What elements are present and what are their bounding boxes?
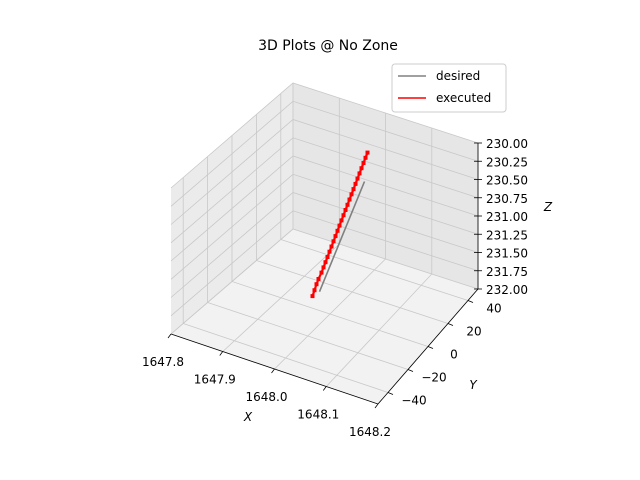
data-point-executed: [333, 234, 338, 239]
data-point-executed: [361, 161, 366, 165]
series-line-executed: [311, 152, 369, 297]
x-tick-label: 1647.9: [194, 373, 236, 387]
data-point-executed: [316, 277, 321, 281]
data-point-executed: [339, 218, 344, 223]
grid-line-z: [170, 100, 479, 207]
data-point-executed: [355, 176, 360, 181]
y-tick-mark: [387, 392, 394, 395]
z-axis-label: Z: [543, 200, 553, 214]
x-tick-mark: [271, 368, 275, 374]
z-tick-label: 230.75: [486, 192, 528, 206]
grid-line-z: [170, 155, 479, 262]
x-tick-label: 1648.1: [297, 408, 339, 422]
grid-line-z: [170, 228, 479, 335]
floor-pane: [171, 229, 478, 404]
y-tick-label: −40: [401, 394, 426, 408]
grid-line-z: [170, 82, 479, 189]
y-tick-label: −20: [421, 371, 446, 385]
grid-line-z: [170, 210, 479, 317]
y-tick-label: 20: [466, 325, 481, 339]
z-tick-label: 231.50: [486, 247, 528, 261]
data-point-executed: [345, 202, 350, 207]
data-point-executed: [365, 150, 370, 155]
y-tick-mark: [427, 346, 434, 349]
y-tick-mark: [447, 323, 454, 326]
grid-line-z: [170, 119, 479, 225]
data-point-executed: [325, 255, 330, 259]
data-point-executed: [347, 197, 352, 202]
data-point-executed: [363, 155, 368, 160]
data-point-executed: [314, 282, 319, 287]
y-tick-label: 40: [486, 302, 501, 316]
tick-labels: 1647.8 1647.9 1648.0 1648.1 1648.2 −40 −20 0 20 4…: [142, 137, 528, 439]
y-tick-label: 0: [450, 348, 458, 362]
data-point-executed: [353, 181, 358, 186]
data-series: [310, 150, 370, 299]
series-line-desired: [318, 181, 366, 293]
data-point-executed: [343, 208, 348, 212]
data-point-executed: [319, 270, 324, 275]
z-tick-label: 231.00: [486, 210, 528, 224]
data-point-executed: [349, 192, 354, 197]
x-tick-label: 1648.2: [349, 425, 391, 439]
legend-label-desired: desired: [436, 69, 480, 83]
z-tick-label: 231.25: [486, 228, 528, 242]
data-point-executed: [335, 228, 340, 233]
z-tick-label: 230.25: [486, 155, 528, 169]
data-point-executed: [310, 294, 315, 299]
z-tick-label: 232.00: [486, 283, 528, 297]
z-tick-label: 230.00: [486, 137, 528, 151]
x-tick-mark: [374, 403, 379, 409]
legend: desired executed: [391, 63, 507, 113]
x-tick-mark: [167, 333, 172, 339]
y-tick-mark: [407, 369, 414, 372]
grid-line-z: [170, 192, 479, 298]
data-point-executed: [329, 244, 334, 249]
x-tick-mark: [219, 351, 224, 356]
y-axis-label: Y: [469, 378, 478, 392]
data-point-executed: [357, 171, 362, 176]
x-tick-label: 1647.8: [142, 355, 184, 369]
data-point-executed: [312, 288, 317, 293]
series-desired: [318, 181, 366, 293]
y-tick-mark: [467, 300, 474, 303]
x-axis-label: X: [243, 410, 253, 424]
data-point-executed: [351, 187, 356, 192]
legend-label-executed: executed: [436, 91, 491, 105]
z-tick-label: 230.50: [486, 174, 528, 188]
grid-line-z: [170, 137, 479, 244]
grid-line-z: [170, 173, 479, 280]
x-tick-mark: [322, 386, 327, 391]
x-tick-label: 1648.0: [246, 390, 288, 404]
z-tick-label: 231.75: [486, 265, 528, 279]
chart-title: 3D Plots @ No Zone: [258, 38, 398, 54]
series-executed: [310, 150, 370, 299]
data-point-executed: [321, 265, 326, 270]
data-point-executed: [359, 166, 364, 171]
data-point-executed: [341, 213, 346, 218]
data-point-executed: [337, 223, 342, 228]
data-point-executed: [331, 239, 336, 244]
data-point-executed: [327, 249, 332, 254]
data-point-executed: [323, 260, 328, 265]
